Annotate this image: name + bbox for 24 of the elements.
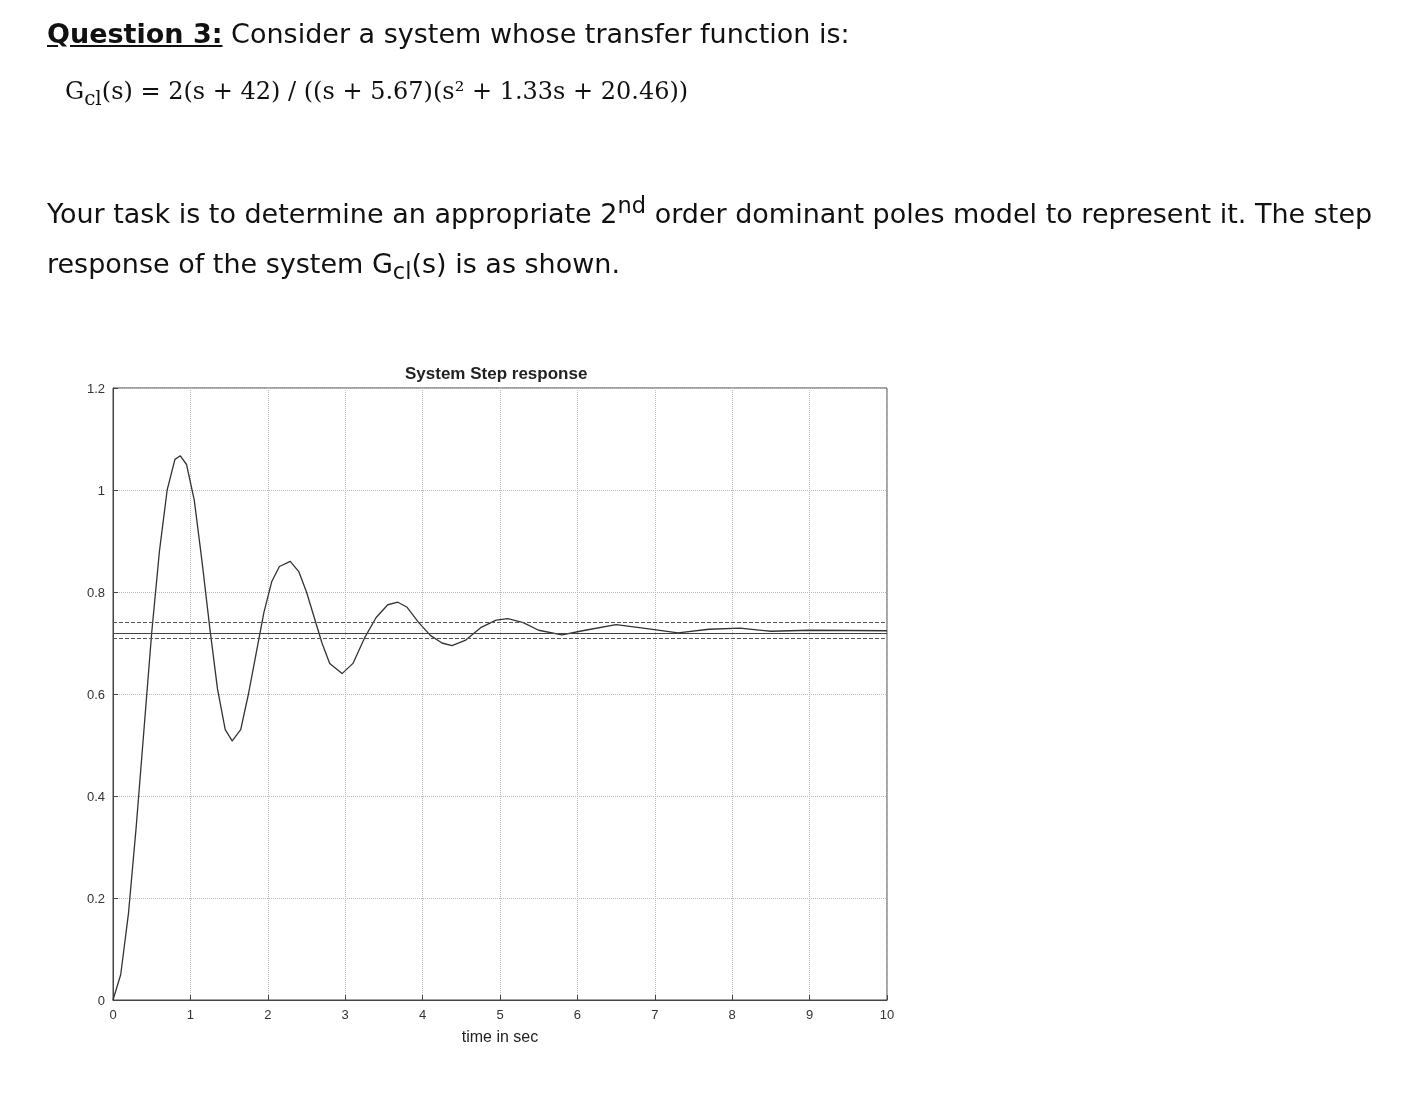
x-tick-label: 4 [418, 1007, 427, 1022]
y-tick-label: 0 [97, 992, 105, 1008]
x-axis-title: time in sec [461, 1027, 539, 1045]
x-tick-label: 8 [728, 1007, 736, 1022]
x-tick-label: 10 [879, 1007, 895, 1022]
x-tick-label: 6 [573, 1007, 582, 1022]
text: Consider a system whose transfer function is: [231, 18, 850, 49]
y-tick-label: 1 [97, 482, 105, 498]
text: Your task is to determine an appropriate 2$^{nd}$ order dominant poles model to represent it. The step response of the system G$_{cl}$(s) is as shown. [47, 191, 1373, 285]
x-tick-label: 5 [496, 1007, 504, 1022]
x-tick-label: 2 [264, 1007, 272, 1022]
y-tick-label: 1.2 [86, 380, 105, 396]
text: G$_{cl}$(s) = 2(s + 42) / ((s + 5.67)(s² + 1.33s + 20.46)) [65, 77, 690, 110]
x-tick-label: 0 [109, 1007, 117, 1022]
text: Question 3: [47, 18, 223, 49]
x-tick-label: 7 [651, 1007, 659, 1022]
y-tick-label: 0.4 [86, 788, 105, 804]
x-tick-label: 9 [805, 1007, 814, 1022]
y-tick-label: 0.8 [86, 584, 105, 600]
chart-title: System Step response [405, 364, 588, 383]
y-tick-label: 0.6 [86, 686, 105, 702]
x-tick-label: 1 [186, 1007, 195, 1022]
y-tick-label: 0.2 [86, 890, 105, 906]
x-tick-label: 3 [341, 1007, 349, 1022]
